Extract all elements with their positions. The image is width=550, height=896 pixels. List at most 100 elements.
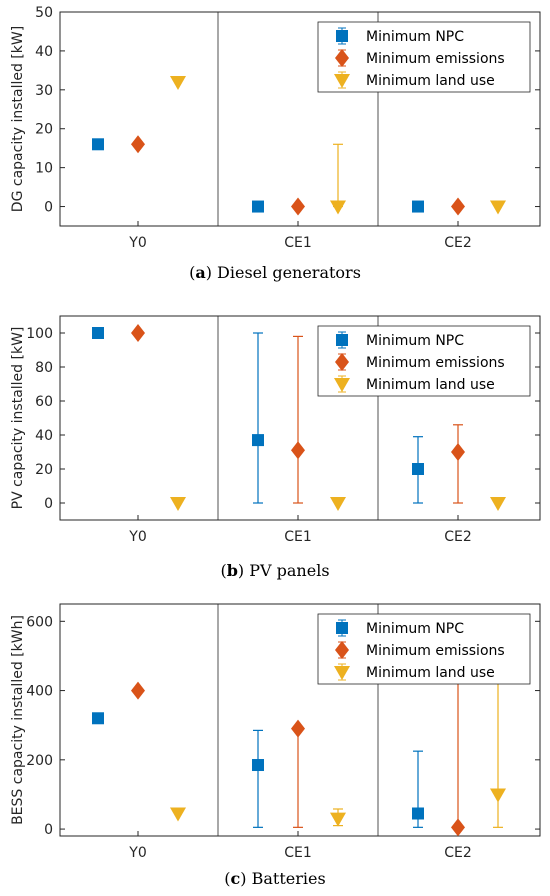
legend-marker	[336, 30, 348, 42]
data-point	[170, 497, 186, 511]
panel-caption: (b) PV panels	[220, 561, 329, 580]
y-tick-label: 20	[35, 462, 53, 478]
data-point	[92, 138, 104, 151]
legend-marker	[334, 74, 350, 88]
chart-panel-c: 0 200 400 600 Y0 CE1 CE2 BESS capacity installe…	[10, 603, 541, 888]
data-point	[252, 434, 264, 447]
legend-label: Minimum land use	[366, 665, 495, 681]
data-marks	[92, 324, 506, 511]
y-tick-label: 80	[35, 360, 53, 376]
y-tick-label: 200	[26, 753, 53, 769]
caption-text: Diesel generators	[212, 263, 361, 282]
data-point	[330, 497, 346, 511]
y-tick-label: 100	[26, 326, 53, 342]
data-point	[490, 200, 506, 215]
legend-box	[317, 21, 531, 93]
legend-label: Minimum land use	[366, 73, 495, 89]
legend-marker	[334, 378, 350, 392]
data-point	[451, 818, 465, 836]
data-point	[92, 327, 104, 339]
y-tick-label: 20	[35, 122, 53, 138]
data-point	[170, 807, 186, 822]
y-tick-label: 10	[35, 161, 53, 177]
y-tick-label: 30	[35, 83, 53, 99]
y-tick-label: 0	[44, 200, 53, 216]
y-axis-label: DG capacity installed [kW]	[10, 26, 26, 212]
data-point	[330, 200, 346, 215]
y-axis-label: BESS capacity installed [kWh]	[10, 615, 26, 825]
legend-marker	[335, 641, 349, 659]
x-tick-label: CE1	[284, 235, 312, 251]
caption-paren-open: (	[224, 869, 230, 888]
legend-marker	[336, 622, 348, 634]
legend-marker	[334, 666, 350, 680]
plot-frame	[59, 603, 541, 837]
plot-frame	[59, 11, 541, 227]
legend-label: Minimum NPC	[366, 333, 464, 349]
caption-paren-open: (	[220, 561, 226, 580]
caption-letter: b	[227, 561, 238, 580]
caption-text: PV panels	[244, 561, 329, 580]
y-axis-label: PV capacity installed [kW]	[10, 327, 26, 510]
legend: Minimum NPC Minimum emissions Minimum land…	[317, 613, 531, 685]
chart-panel-b: 0 20 40 60 80 100 Y0 CE1 CE2 PV capacity installe…	[10, 315, 541, 580]
caption-paren-close: )	[206, 263, 212, 282]
data-point	[92, 712, 104, 725]
legend-marker	[336, 334, 348, 346]
data-point	[490, 788, 506, 803]
legend-label: Minimum NPC	[366, 29, 464, 45]
data-point	[291, 197, 305, 216]
caption-paren-close: )	[238, 561, 244, 580]
y-tick-label: 40	[35, 44, 53, 60]
data-point	[291, 719, 305, 738]
legend: Minimum NPC Minimum emissions Minimum land…	[317, 21, 531, 93]
x-tick-label: Y0	[128, 529, 146, 545]
x-tick-label: CE2	[444, 529, 472, 545]
data-point	[131, 135, 145, 154]
chart-panel-a: 0 10 20 30 40 50 Y0 CE1 CE2 DG capacity installed…	[10, 5, 541, 282]
legend-label: Minimum emissions	[366, 643, 505, 659]
data-point	[451, 197, 465, 216]
legend-marker	[335, 353, 349, 371]
legend-box	[317, 613, 531, 685]
y-tick-label: 400	[26, 684, 53, 700]
caption-letter: a	[195, 263, 205, 282]
x-tick-label: CE2	[444, 235, 472, 251]
legend-box	[317, 325, 531, 397]
y-tick-label: 0	[44, 496, 53, 512]
legend-label: Minimum emissions	[366, 355, 505, 371]
caption-paren-close: )	[240, 869, 246, 888]
legend-label: Minimum land use	[366, 377, 495, 393]
caption-paren-open: (	[189, 263, 195, 282]
x-tick-label: CE1	[284, 529, 312, 545]
y-tick-label: 40	[35, 428, 53, 444]
data-point	[252, 200, 264, 213]
data-point	[412, 807, 424, 820]
data-point	[131, 681, 145, 700]
caption-text: Batteries	[247, 869, 326, 888]
x-tick-label: Y0	[128, 235, 146, 251]
data-point	[330, 812, 346, 827]
data-point	[451, 443, 465, 461]
plot-frame	[59, 315, 541, 521]
caption-letter: c	[231, 869, 241, 888]
data-point	[291, 441, 305, 460]
x-tick-label: CE2	[444, 845, 472, 861]
data-point	[412, 463, 424, 475]
data-point	[131, 324, 145, 342]
data-point	[490, 497, 506, 511]
data-marks	[92, 627, 506, 836]
data-marks	[92, 76, 506, 216]
x-tick-label: Y0	[128, 845, 146, 861]
legend-marker	[335, 49, 349, 67]
panel-caption: (a) Diesel generators	[189, 263, 361, 282]
data-point	[412, 200, 424, 213]
data-point	[252, 759, 264, 772]
y-tick-label: 60	[35, 394, 53, 410]
panel-caption: (c) Batteries	[224, 869, 325, 888]
legend: Minimum NPC Minimum emissions Minimum land…	[317, 325, 531, 397]
data-point	[170, 76, 186, 91]
y-tick-label: 0	[44, 822, 53, 838]
y-tick-label: 50	[35, 5, 53, 21]
